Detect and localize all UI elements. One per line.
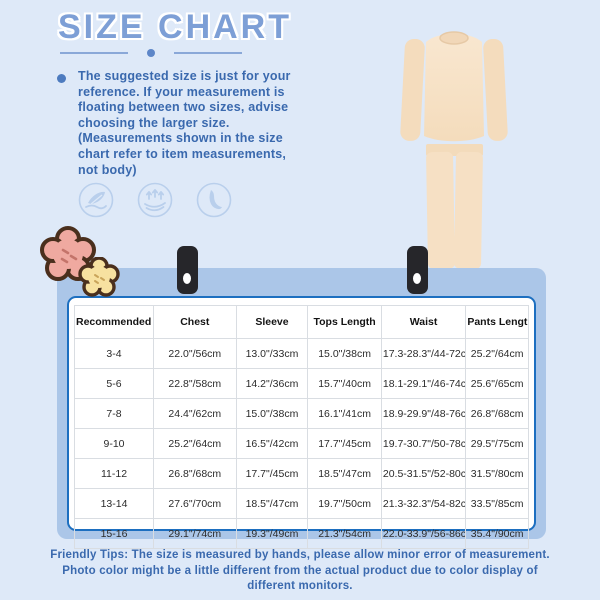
table-cell: 25.2"/64cm xyxy=(152,428,237,459)
table-cell: 35.4"/90cm xyxy=(465,518,529,549)
table-row: 11-12 26.8"/68cm 17.7"/45cm 18.5"/47cm 20.5-… xyxy=(74,458,529,489)
table-cell: 7-8 xyxy=(74,398,154,429)
size-table-body: 3-4 22.0"/56cm 13.0"/33cm 15.0"/38cm 17.3-28… xyxy=(74,338,529,549)
table-cell: 16.1"/41cm xyxy=(307,398,382,429)
size-table-head: Recommended SizeChestSleeveTops LengthWa… xyxy=(74,305,529,339)
table-row: 13-14 27.6"/70cm 18.5"/47cm 19.7"/50cm 21.3-… xyxy=(74,488,529,519)
table-cell: 24.4"/62cm xyxy=(152,398,237,429)
table-cell: 9-10 xyxy=(74,428,154,459)
table-cell: 17.3-28.3"/44-72cm xyxy=(380,338,467,369)
table-cell: 13.0"/33cm xyxy=(235,338,309,369)
feature-icons xyxy=(78,182,232,218)
divider-line xyxy=(60,52,128,54)
breathable-icon xyxy=(137,182,173,218)
table-cell: 21.3-32.3"/54-82cm xyxy=(380,488,467,519)
table-cell: 14.2"/36cm xyxy=(235,368,309,399)
column-header: Waist xyxy=(380,305,467,339)
clip-icon xyxy=(407,246,428,294)
table-cell: 18.1-29.1"/46-74cm xyxy=(380,368,467,399)
table-cell: 31.5"/80cm xyxy=(465,458,529,489)
size-note: The suggested size is just for your refe… xyxy=(57,69,387,178)
table-cell: 27.6"/70cm xyxy=(152,488,237,519)
column-header: Chest xyxy=(152,305,237,339)
table-cell: 29.5"/75cm xyxy=(465,428,529,459)
column-header: Pants Length xyxy=(465,305,529,339)
table-header-row: Recommended SizeChestSleeveTops LengthWa… xyxy=(74,305,529,339)
table-cell: 25.6"/65cm xyxy=(465,368,529,399)
table-cell: 33.5"/85cm xyxy=(465,488,529,519)
table-cell: 18.5"/47cm xyxy=(235,488,309,519)
table-row: 9-10 25.2"/64cm 16.5"/42cm 17.7"/45cm 19.7-3… xyxy=(74,428,529,459)
table-cell: 21.3"/54cm xyxy=(307,518,382,549)
table-cell: 19.3"/49cm xyxy=(235,518,309,549)
page-title: SIZE CHART xyxy=(58,8,292,46)
table-row: 15-16 29.1"/74cm 19.3"/49cm 21.3"/54cm 22.0-… xyxy=(74,518,529,549)
table-cell: 15.0"/38cm xyxy=(235,398,309,429)
yellow-flower-icon xyxy=(78,257,120,297)
size-note-text: The suggested size is just for your refe… xyxy=(78,69,291,177)
divider-dot xyxy=(147,49,155,57)
column-header: Recommended Size xyxy=(74,305,154,339)
table-cell: 18.9-29.9"/48-76cm xyxy=(380,398,467,429)
table-cell: 15.7"/40cm xyxy=(307,368,382,399)
table-cell: 16.5"/42cm xyxy=(235,428,309,459)
table-cell: 17.7"/45cm xyxy=(235,458,309,489)
table-cell: 19.7"/50cm xyxy=(307,488,382,519)
table-cell: 29.1"/74cm xyxy=(152,518,237,549)
table-cell: 3-4 xyxy=(74,338,154,369)
table-row: 3-4 22.0"/56cm 13.0"/33cm 15.0"/38cm 17.3-28… xyxy=(74,338,529,369)
column-header: Tops Length xyxy=(307,305,382,339)
table-cell: 5-6 xyxy=(74,368,154,399)
table-cell: 11-12 xyxy=(74,458,154,489)
table-cell: 18.5"/47cm xyxy=(307,458,382,489)
column-header: Sleeve xyxy=(235,305,309,339)
size-chart-card: Recommended SizeChestSleeveTops LengthWa… xyxy=(57,268,546,549)
table-cell: 22.0-33.9"/56-86cm xyxy=(380,518,467,549)
table-cell: 25.2"/64cm xyxy=(465,338,529,369)
divider-line xyxy=(174,52,242,54)
table-row: 7-8 24.4"/62cm 15.0"/38cm 16.1"/41cm 18.9-29… xyxy=(74,398,529,429)
table-cell: 15.0"/38cm xyxy=(307,338,382,369)
clip-icon xyxy=(177,246,198,294)
title-divider xyxy=(60,49,242,57)
table-cell: 19.7-30.7"/50-78cm xyxy=(380,428,467,459)
bullet-dot-icon xyxy=(57,74,66,83)
feather-icon xyxy=(78,182,114,218)
table-cell: 15-16 xyxy=(74,518,154,549)
table-cell: 26.8"/68cm xyxy=(152,458,237,489)
friendly-tips: Friendly Tips: The size is measured by h… xyxy=(50,549,550,592)
table-row: 5-6 22.8"/58cm 14.2"/36cm 15.7"/40cm 18.1-29… xyxy=(74,368,529,399)
table-cell: 22.8"/58cm xyxy=(152,368,237,399)
soft-fabric-icon xyxy=(196,182,232,218)
table-cell: 20.5-31.5"/52-80cm xyxy=(380,458,467,489)
size-table: Recommended SizeChestSleeveTops LengthWa… xyxy=(74,305,529,549)
table-cell: 26.8"/68cm xyxy=(465,398,529,429)
pajama-set-image xyxy=(400,31,508,270)
table-cell: 13-14 xyxy=(74,488,154,519)
size-table-panel: Recommended SizeChestSleeveTops LengthWa… xyxy=(67,296,536,549)
table-cell: 17.7"/45cm xyxy=(307,428,382,459)
table-cell: 22.0"/56cm xyxy=(152,338,237,369)
